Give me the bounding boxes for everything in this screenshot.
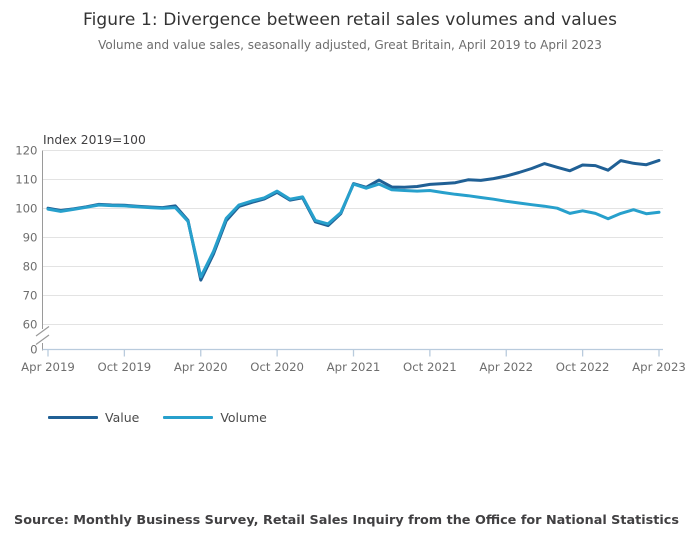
x-tick-label: Oct 2020 xyxy=(250,360,304,374)
chart-header: Figure 1: Divergence between retail sale… xyxy=(0,0,700,52)
y-tick-label: 80 xyxy=(23,260,38,274)
x-tick-label: Apr 2022 xyxy=(479,360,533,374)
value-line xyxy=(46,158,661,282)
chart-title: Figure 1: Divergence between retail sale… xyxy=(82,10,618,30)
x-tick-label: Oct 2019 xyxy=(98,360,152,374)
legend-item-volume: Volume xyxy=(163,410,267,425)
legend-label-value: Value xyxy=(105,410,140,425)
y-tick-label-zero: 0 xyxy=(30,343,37,357)
axis-unit-label: Index 2019=100 xyxy=(43,133,146,147)
volume-line xyxy=(46,182,661,279)
x-tick-label: Apr 2023 xyxy=(632,360,686,374)
legend-label-volume: Volume xyxy=(220,410,267,425)
volume-line-swatch-icon xyxy=(163,416,214,419)
y-tick-label: 70 xyxy=(23,289,38,303)
source-note: Source: Monthly Business Survey, Retail … xyxy=(14,513,679,528)
axis-break-icon xyxy=(35,334,50,345)
x-tick-label: Apr 2019 xyxy=(21,360,75,374)
x-tick-label: Oct 2021 xyxy=(403,360,457,374)
y-tick-label: 110 xyxy=(15,173,37,187)
y-tick-label: 120 xyxy=(15,144,37,158)
x-tick-label: Apr 2020 xyxy=(174,360,228,374)
x-tick-label: Apr 2021 xyxy=(327,360,381,374)
value-line-swatch-icon xyxy=(48,416,98,419)
chart-subtitle: Volume and value sales, seasonally adjus… xyxy=(98,38,602,52)
axis-break-icon xyxy=(35,326,50,337)
y-tick-label: 60 xyxy=(23,318,38,332)
y-tick-label: 100 xyxy=(15,202,37,216)
x-tick-label: Oct 2022 xyxy=(556,360,610,374)
line-chart: 120 110 100 90 80 70 60 0 Index 2019=100 Apr 2019… xyxy=(15,133,686,374)
chart-legend: Value Volume xyxy=(48,410,267,425)
legend-item-value: Value xyxy=(48,410,139,425)
y-tick-label: 90 xyxy=(23,231,38,245)
